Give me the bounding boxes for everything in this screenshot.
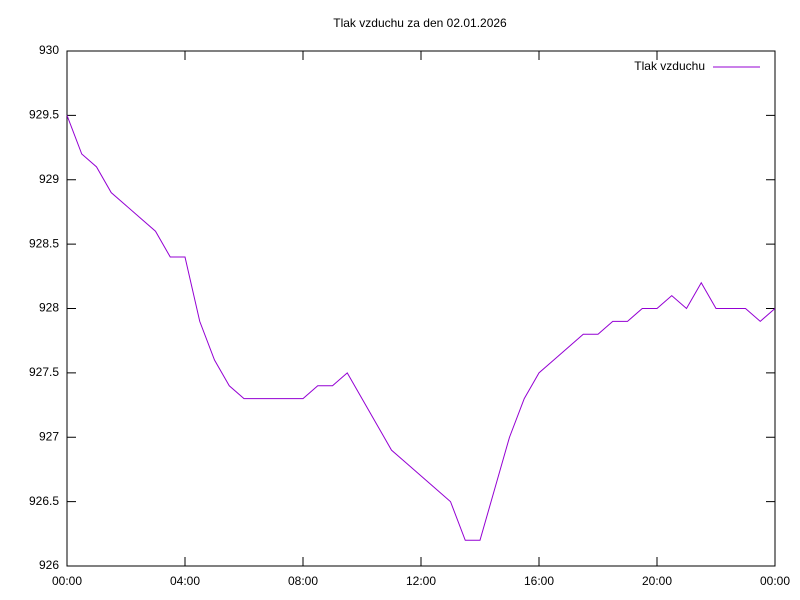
x-tick-label: 08:00 [288, 574, 318, 588]
x-tick-label: 00:00 [760, 574, 790, 588]
x-tick-label: 12:00 [406, 574, 436, 588]
data-line [66, 115, 776, 541]
legend-label: Tlak vzduchu [634, 59, 705, 73]
x-tick-label: 20:00 [642, 574, 672, 588]
y-tick-label: 927.5 [29, 365, 59, 379]
x-tick-label: 00:00 [52, 574, 82, 588]
y-tick-label: 926 [39, 558, 59, 572]
y-tick-label: 929.5 [29, 108, 59, 122]
x-tick-label: 16:00 [524, 574, 554, 588]
x-tick-label: 04:00 [170, 574, 200, 588]
y-tick-label: 928 [39, 301, 59, 315]
chart-title: Tlak vzduchu za den 02.01.2026 [333, 16, 507, 30]
y-tick-label: 930 [39, 43, 59, 57]
y-tick-label: 927 [39, 429, 59, 443]
y-tick-label: 926.5 [29, 494, 59, 508]
y-tick-label: 929 [39, 172, 59, 186]
y-tick-label: 928.5 [29, 236, 59, 250]
